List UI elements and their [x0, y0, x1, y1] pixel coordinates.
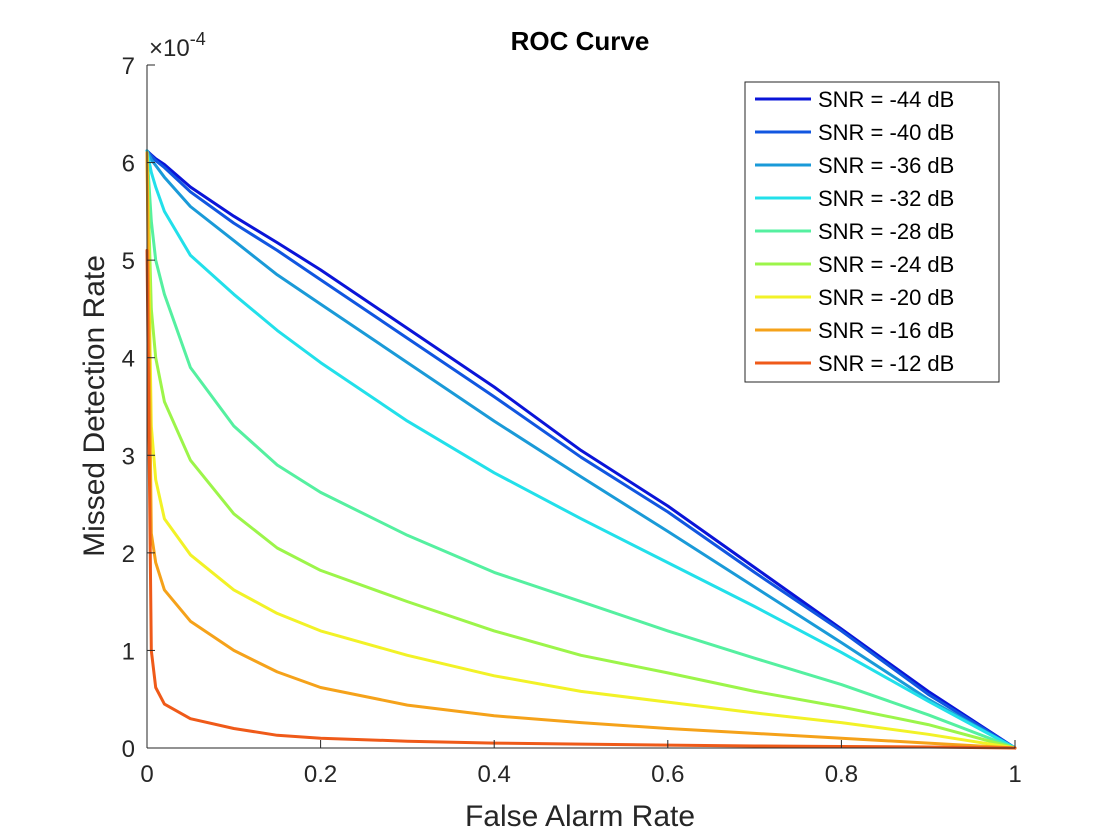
y-tick-label: 7 [122, 53, 135, 80]
series-line-3 [145, 149, 1017, 750]
legend-items: SNR = -44 dB SNR = -40 dB SNR = -36 dB SNR … [755, 87, 954, 376]
series-layer [145, 149, 1017, 750]
series-line-1 [145, 149, 1017, 750]
x-axis-label: False Alarm Rate [465, 800, 695, 833]
legend-label: SNR = -32 dB [818, 186, 954, 211]
y-tick-label: 2 [122, 541, 135, 568]
y-multiplier: ×10-4 [149, 29, 206, 62]
chart-title: ROC Curve [511, 26, 650, 56]
y-multiplier-exponent: -4 [190, 29, 206, 49]
legend-label: SNR = -12 dB [818, 351, 954, 376]
y-tick-label: 1 [122, 638, 135, 665]
series-line-5 [145, 151, 1017, 750]
legend-label: SNR = -24 dB [818, 252, 954, 277]
x-tick-label: 0.2 [304, 761, 337, 788]
series-line-7 [145, 151, 1017, 750]
series-line-2 [145, 149, 1017, 750]
legend-label: SNR = -44 dB [818, 87, 954, 112]
y-ticks: 0 1 2 3 4 5 6 7 [122, 53, 155, 763]
y-axis-label: Missed Detection Rate [78, 255, 111, 557]
legend-label: SNR = -36 dB [818, 153, 954, 178]
y-tick-label: 6 [122, 151, 135, 178]
y-tick-label: 4 [122, 346, 135, 373]
series-line-6 [145, 151, 1017, 750]
series-line-9 [145, 248, 1017, 750]
y-multiplier-base: ×10 [149, 35, 190, 62]
series-line-4 [145, 149, 1017, 750]
legend-label: SNR = -20 dB [818, 285, 954, 310]
legend-label: SNR = -40 dB [818, 120, 954, 145]
x-ticks: 0 0.2 0.4 0.6 0.8 1 [140, 740, 1022, 788]
legend: SNR = -44 dB SNR = -40 dB SNR = -36 dB SNR … [744, 81, 1000, 383]
legend-label: SNR = -16 dB [818, 318, 954, 343]
legend-label: SNR = -28 dB [818, 219, 954, 244]
x-tick-label: 1 [1008, 761, 1021, 788]
y-tick-label: 0 [122, 736, 135, 763]
y-tick-label: 5 [122, 248, 135, 275]
x-tick-label: 0 [140, 761, 153, 788]
x-tick-label: 0.8 [825, 761, 858, 788]
y-tick-label: 3 [122, 443, 135, 470]
x-tick-label: 0.4 [478, 761, 511, 788]
x-tick-label: 0.6 [651, 761, 684, 788]
series-line-8 [145, 151, 1017, 750]
